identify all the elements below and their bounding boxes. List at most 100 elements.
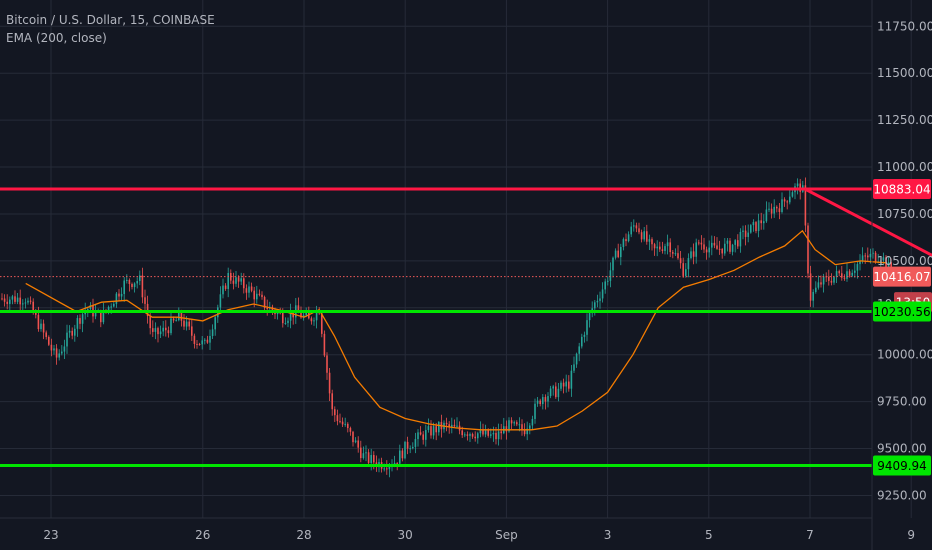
candle-body xyxy=(601,289,604,299)
candle-body xyxy=(79,318,81,324)
candle-body xyxy=(360,447,362,459)
candle-body xyxy=(297,305,300,313)
candle-body xyxy=(230,273,232,281)
candle-body xyxy=(643,231,645,240)
candle-body xyxy=(856,264,859,271)
candle-body xyxy=(521,424,523,430)
candle-body xyxy=(698,242,700,244)
candle-body xyxy=(544,397,547,402)
indicator-title[interactable]: EMA (200, close) xyxy=(6,31,107,45)
candle-body xyxy=(126,279,128,281)
candle-body xyxy=(737,240,739,247)
candle-body xyxy=(744,230,747,237)
candle-body xyxy=(885,257,887,269)
candle-body xyxy=(261,294,263,297)
candle-body xyxy=(555,386,557,398)
candle-body xyxy=(227,273,229,289)
candle-body xyxy=(430,426,432,436)
candle-body xyxy=(687,258,690,270)
candle-body xyxy=(287,320,289,323)
candle-body xyxy=(326,355,328,373)
candle-body xyxy=(783,199,786,202)
candle-body xyxy=(198,343,201,345)
candle-body xyxy=(617,250,619,258)
candle-body xyxy=(29,300,32,302)
candle-body xyxy=(552,386,554,389)
candle-body xyxy=(718,248,721,250)
candle-body xyxy=(695,242,697,257)
candle-body xyxy=(705,249,708,253)
candle-body xyxy=(739,231,742,247)
candle-body xyxy=(815,287,817,292)
candle-body xyxy=(201,340,203,345)
candle-body xyxy=(581,336,583,347)
candle-body xyxy=(586,320,588,335)
candle-body xyxy=(731,244,734,252)
candle-body xyxy=(711,242,713,248)
candle-body xyxy=(284,322,287,324)
candle-body xyxy=(245,288,248,293)
candle-body xyxy=(807,225,809,274)
candle-body xyxy=(516,422,518,425)
price-label: 9409.94 xyxy=(877,459,927,473)
candle-body xyxy=(344,423,346,425)
candle-body xyxy=(518,424,521,426)
candle-body xyxy=(167,330,170,334)
candle-body xyxy=(562,382,565,387)
candle-body xyxy=(115,293,118,304)
candle-body xyxy=(841,273,843,278)
candle-body xyxy=(661,249,664,252)
candle-body xyxy=(529,425,531,429)
candle-body xyxy=(196,343,198,345)
candle-body xyxy=(607,280,609,282)
candle-body xyxy=(185,321,188,327)
horizontal-lines[interactable] xyxy=(0,187,872,467)
x-tick-label: 5 xyxy=(705,528,713,542)
candle-body xyxy=(35,312,37,315)
candle-body xyxy=(703,244,705,250)
candle-body xyxy=(6,301,8,304)
candle-body xyxy=(388,465,391,470)
candle-body xyxy=(435,426,437,433)
candle-body xyxy=(789,196,791,203)
candle-body xyxy=(622,239,625,247)
y-tick-label: 11000.00 xyxy=(877,160,932,174)
candle-body xyxy=(175,320,177,322)
candle-body xyxy=(170,318,172,334)
candle-body xyxy=(266,307,268,309)
candle-body xyxy=(859,260,861,265)
candle-body xyxy=(854,270,856,273)
grid xyxy=(0,0,912,518)
candle-body xyxy=(42,323,45,333)
trendline[interactable] xyxy=(804,187,932,272)
candle-body xyxy=(300,312,302,318)
candle-body xyxy=(123,280,125,294)
price-label: 10883.04 xyxy=(873,182,930,196)
candle-body xyxy=(656,246,658,249)
candle-body xyxy=(16,297,19,302)
candle-body xyxy=(659,246,661,250)
candle-body xyxy=(55,348,58,358)
candle-body xyxy=(357,440,359,448)
x-tick-label: 7 xyxy=(806,528,814,542)
candle-body xyxy=(19,297,21,305)
candle-body xyxy=(45,332,47,337)
candle-body xyxy=(760,220,762,224)
candle-body xyxy=(570,370,573,389)
candle-body xyxy=(490,434,492,436)
candle-body xyxy=(401,450,404,459)
candle-body xyxy=(243,278,245,289)
candle-body xyxy=(828,276,830,281)
candle-body xyxy=(110,306,112,308)
candle-body xyxy=(880,260,882,262)
candle-body xyxy=(159,331,162,335)
candle-body xyxy=(120,293,123,297)
candle-body xyxy=(531,418,534,426)
candle-body xyxy=(770,208,773,214)
candle-body xyxy=(362,453,365,459)
candle-body xyxy=(778,208,781,213)
candle-body xyxy=(258,293,261,295)
candle-body xyxy=(48,336,50,345)
